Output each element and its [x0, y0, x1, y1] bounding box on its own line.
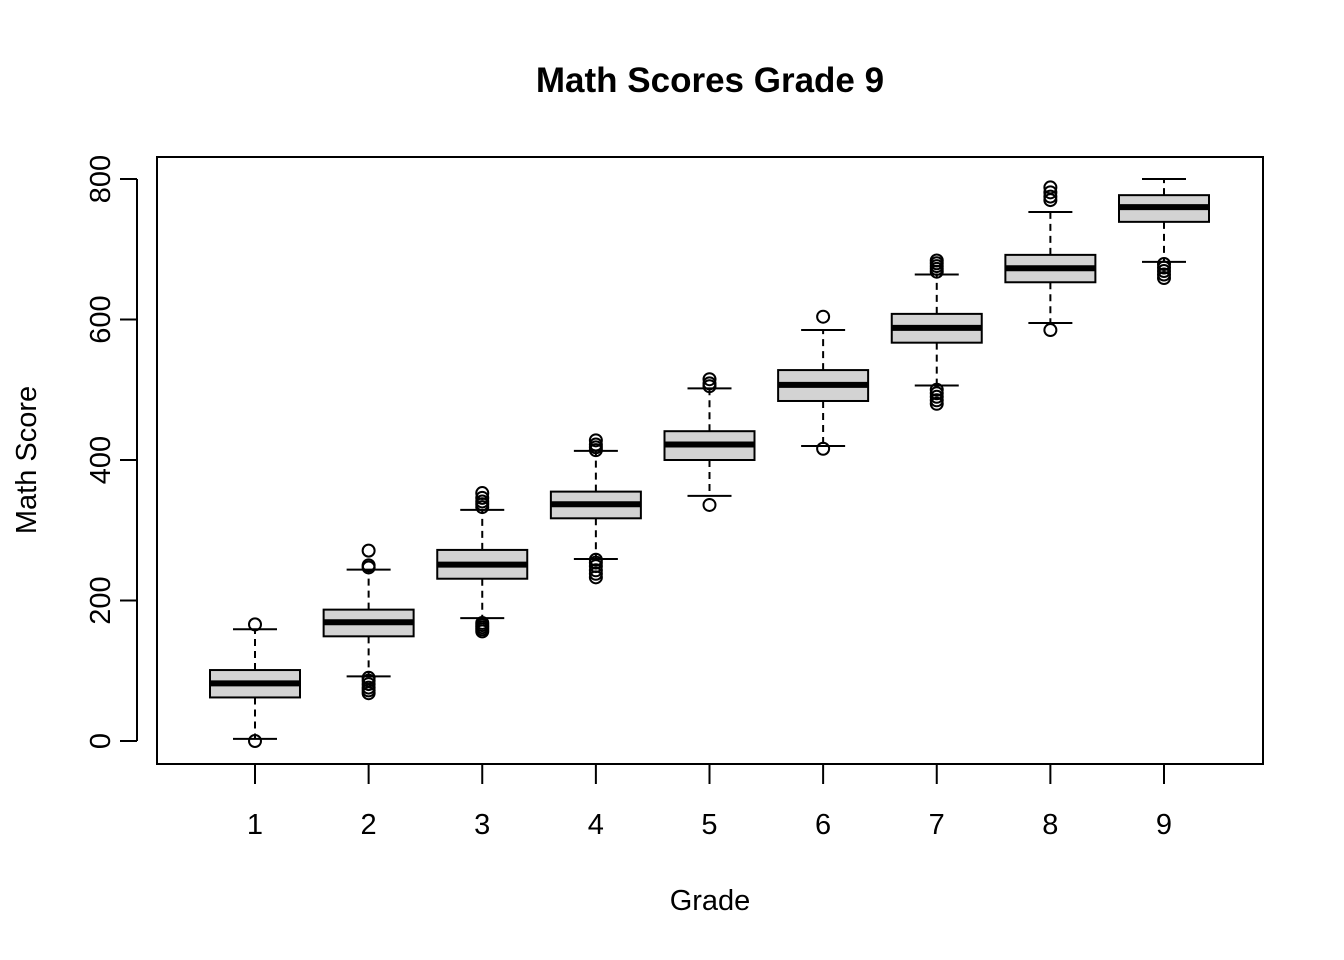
outlier-point: [588, 433, 603, 448]
box-group-3: [436, 486, 529, 639]
box-group-4: [549, 433, 642, 585]
outlier-point: [475, 490, 490, 505]
outlier-point: [248, 734, 262, 748]
outlier-point: [588, 563, 603, 578]
outlier-point: [588, 437, 603, 452]
outlier-point: [361, 558, 376, 573]
y-axis-label: Math Score: [11, 386, 43, 534]
x-tick-label: 6: [815, 809, 831, 841]
outlier-point: [475, 486, 490, 501]
outlier-point: [702, 372, 717, 387]
y-tick-label: 600: [85, 295, 117, 343]
box-group-1: [209, 617, 301, 748]
outlier-point: [1043, 189, 1058, 204]
x-tick-label: 7: [929, 809, 945, 841]
outlier-point: [1157, 257, 1171, 272]
outlier-point: [1043, 180, 1058, 195]
outlier-point: [1043, 185, 1058, 200]
outlier-point: [475, 615, 490, 630]
x-tick-label: 8: [1042, 809, 1058, 841]
x-tick-label: 9: [1156, 809, 1172, 841]
y-tick-label: 0: [85, 733, 117, 749]
outlier-point: [1043, 323, 1058, 338]
box-group-7: [890, 253, 983, 411]
outlier-point: [588, 552, 603, 567]
y-tick-label: 200: [85, 576, 117, 624]
x-axis: 1 2 3 4 5 6 7 8 9: [247, 764, 1172, 841]
outlier-point: [816, 441, 831, 456]
y-axis: 0 200 400 600 800: [85, 155, 138, 749]
box-group-9: [1118, 178, 1210, 286]
x-tick-label: 3: [474, 809, 490, 841]
x-tick-label: 2: [361, 809, 377, 841]
box-series: [209, 178, 1210, 748]
outlier-point: [702, 497, 717, 512]
outlier-point: [929, 382, 944, 397]
y-tick-label: 800: [85, 155, 117, 203]
y-tick-label: 400: [85, 436, 117, 484]
box-group-6: [777, 309, 870, 456]
x-tick-label: 1: [247, 809, 263, 841]
outlier-point: [929, 253, 944, 268]
outlier-point: [361, 543, 376, 558]
x-tick-label: 5: [701, 809, 717, 841]
chart-title: Math Scores Grade 9: [536, 61, 884, 100]
box-group-8: [1004, 180, 1097, 338]
outlier-point: [248, 617, 262, 632]
outlier-point: [816, 309, 831, 324]
x-axis-label: Grade: [670, 885, 751, 917]
x-tick-label: 4: [588, 809, 604, 841]
outlier-point: [361, 670, 376, 685]
box-group-5: [663, 372, 756, 512]
outlier-point: [702, 376, 717, 391]
box-group-2: [322, 543, 415, 701]
